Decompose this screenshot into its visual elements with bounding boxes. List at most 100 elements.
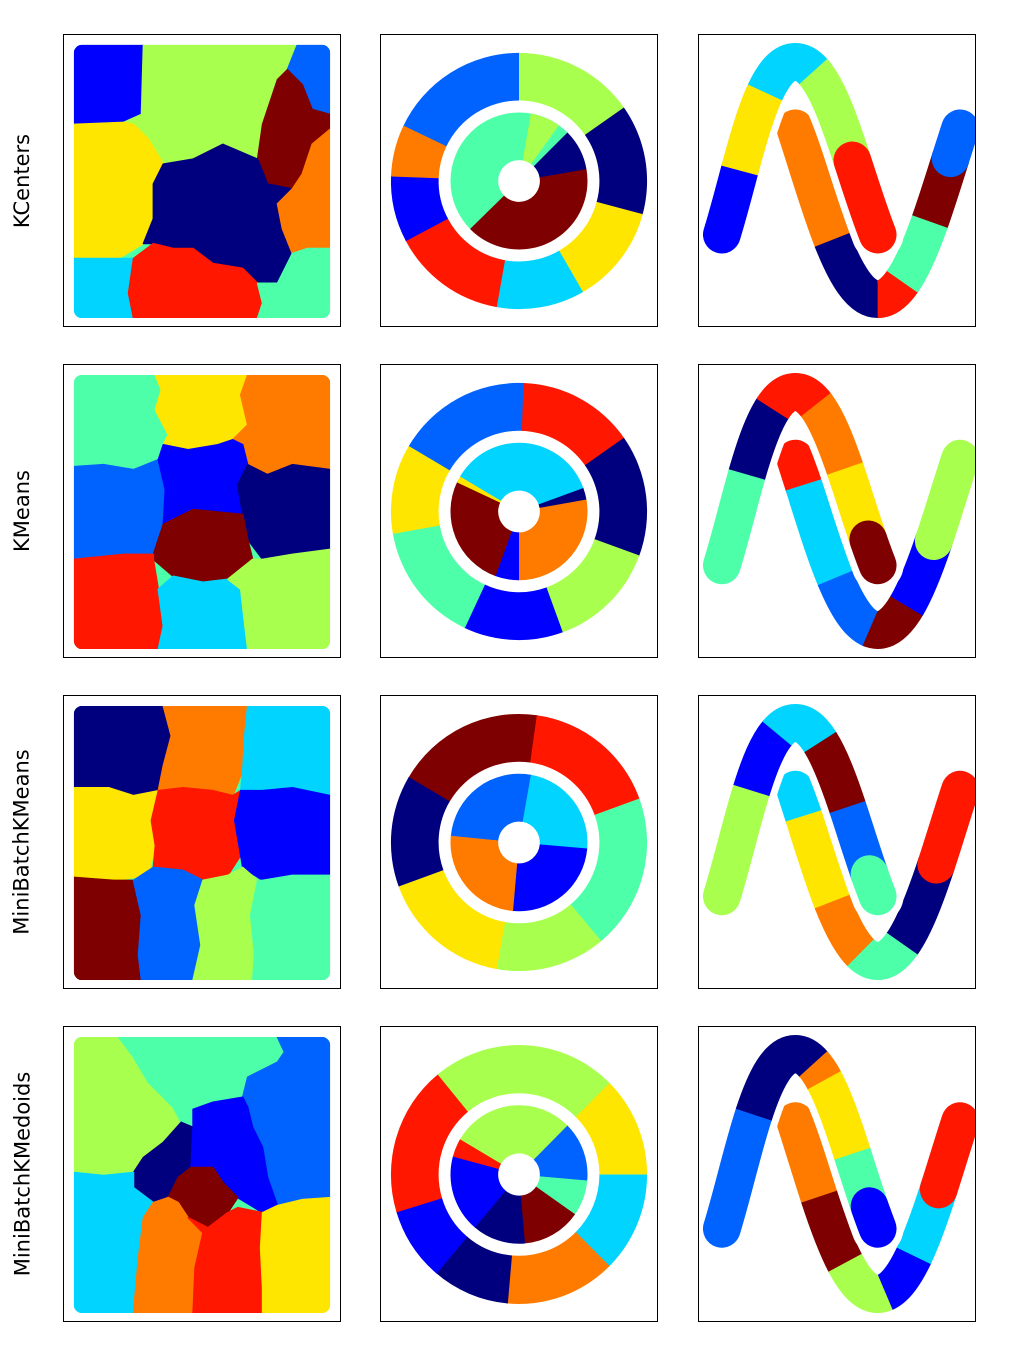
cluster-region [192,866,259,981]
outer-ring-cluster [390,777,450,887]
cluster-region [157,575,249,650]
inner-ring-cluster [450,773,532,841]
sine-u-cluster [776,1102,975,1313]
inner-ring-cluster [512,844,588,912]
inner-ring-cluster [450,481,512,577]
sine-u-cluster [777,783,975,981]
outer-ring-cluster [396,1197,468,1274]
inner-ring-cluster [522,113,559,165]
cluster-region [127,242,264,319]
square-plot [73,44,331,319]
outer-ring-cluster [570,798,648,942]
sine-plot [699,35,975,319]
sine-plot [699,696,975,981]
inner-ring-cluster [494,531,519,581]
outer-ring-cluster [521,383,625,466]
sine-plot [699,365,975,650]
cluster-region [73,876,143,981]
cluster-region [73,786,160,882]
outer-ring-cluster [390,175,448,242]
outer-ring-cluster [575,1174,648,1267]
inner-ring-cluster [533,132,587,178]
row-label-kmeans: KMeans [0,364,44,658]
panel-minibatchkmeans-sine [698,695,976,989]
sine-arch-cluster [703,372,896,573]
cluster-region [73,553,165,650]
outer-ring-cluster [408,713,539,803]
cluster-region [150,786,242,882]
outer-ring-cluster [545,539,640,633]
inner-ring-cluster [470,169,588,250]
sine-u-cluster [776,109,975,319]
panel-minibatchkmedoids-sine [698,1026,976,1322]
inner-ring-cluster [522,774,588,850]
outer-ring-cluster [390,1074,468,1213]
cluster-region [73,44,145,126]
panel-minibatchkmeans-square [63,695,341,989]
outer-ring-cluster [408,382,525,472]
row-label-minibatchkmeans: MiniBatchKMeans [0,695,44,989]
sine-arch-cluster [702,703,897,916]
outer-ring-cluster [584,107,648,216]
sine-arch-cluster [702,42,897,254]
cluster-region [232,374,331,476]
inner-ring-cluster [535,1176,588,1215]
outer-ring-cluster [391,125,447,179]
cluster-region [73,257,135,319]
inner-ring-cluster [518,499,588,581]
cluster-region [227,548,331,650]
sine-arch-cluster [703,703,896,904]
sine-arch-cluster [703,42,896,242]
panel-minibatchkmedoids-square [63,1026,341,1322]
panel-kcenters-sine [698,34,976,327]
sine-u-cluster [777,783,975,981]
sine-u-cluster [776,770,975,981]
row-label-kcenters: KCenters [0,34,44,327]
ring-plot [390,713,648,972]
square-plot [73,374,331,650]
cluster-region [73,374,169,471]
row-label-text: MiniBatchKMedoids [10,1071,34,1277]
panel-kcenters-square [63,34,341,327]
inner-ring-cluster [459,442,584,505]
outer-ring-cluster [436,1045,611,1118]
sine-u-cluster [776,1102,975,1313]
cluster-region [73,705,172,797]
ring-plot [390,52,648,310]
cluster-region [73,458,167,561]
panel-kcenters-ring [380,34,658,327]
cluster-region [132,866,204,981]
square-plot [73,705,331,981]
cluster-region [259,1196,331,1313]
sine-u-cluster [776,439,975,650]
sine-arch-cluster [702,1035,897,1248]
row-label-text: MiniBatchKMeans [10,749,35,935]
sine-u-cluster [777,122,975,319]
inner-ring-cluster [456,476,502,503]
ring-plot [390,382,648,641]
outer-ring-cluster [506,1231,610,1304]
panel-minibatchkmeans-ring [380,695,658,989]
panel-minibatchkmedoids-ring [380,1026,658,1322]
outer-ring-cluster [390,446,450,534]
cluster-region [249,874,331,981]
outer-ring-cluster [495,904,602,972]
row-label-minibatchkmedoids: MiniBatchKMedoids [0,1026,44,1322]
outer-ring-cluster [575,1082,648,1176]
outer-ring-cluster [519,52,625,136]
sine-u-cluster [777,122,975,319]
row-label-text: KCenters [10,133,34,228]
inner-ring-cluster [459,1105,568,1164]
inner-ring-cluster [520,1186,576,1244]
inner-ring-cluster [450,1155,506,1228]
panel-kmeans-ring [380,364,658,658]
outer-ring-cluster [405,218,506,308]
inner-ring-cluster [474,1190,525,1244]
outer-ring-cluster [558,201,643,293]
panel-kmeans-sine [698,364,976,658]
row-label-text: KMeans [10,470,34,552]
outer-ring-cluster [435,1236,512,1304]
outer-ring-cluster [392,524,486,629]
cluster-region [157,705,249,797]
panel-kmeans-square [63,364,341,658]
